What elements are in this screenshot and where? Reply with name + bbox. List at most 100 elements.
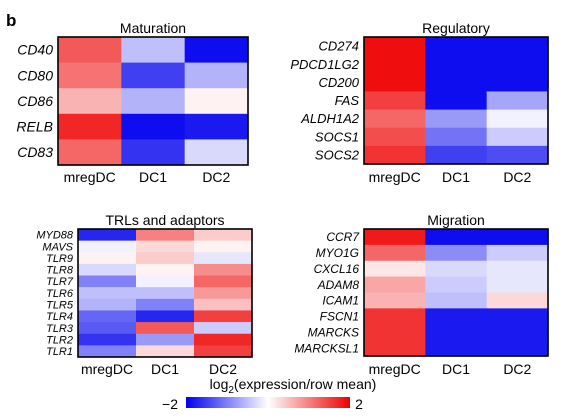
heatmap-cell-marcks-dc2 xyxy=(486,324,549,341)
colorbar: log2(expression/row mean) −2 2 xyxy=(162,376,376,412)
heatmap-frame xyxy=(363,228,549,357)
row-label-fas: FAS xyxy=(335,93,360,108)
row-label-tlr7: TLR7 xyxy=(46,276,74,288)
row-label-cd200: CD200 xyxy=(319,75,360,90)
heatmap-cell-myo1g-mregdc xyxy=(364,244,426,262)
heatmap-cell-tlr5-mregdc xyxy=(78,298,137,312)
colorbar-label-prefix: log xyxy=(210,376,229,392)
row-label-relb: RELB xyxy=(16,119,53,135)
heatmap-cell-adam8-mregdc xyxy=(364,276,426,294)
heatmap-cell-relb-dc1 xyxy=(121,113,186,140)
heatmap-cell-tlr3-mregdc xyxy=(78,322,137,335)
heatmap-cell-pdcd1lg2-mregdc xyxy=(364,55,426,74)
column-label-dc2: DC2 xyxy=(503,169,531,185)
heatmap-frame xyxy=(363,36,549,165)
column-label-dc1: DC1 xyxy=(442,169,470,185)
heatmap-cell-marcksl1-dc1 xyxy=(425,340,488,357)
heatmap-cell-tlr9-mregdc xyxy=(78,252,137,265)
heatmap-cell-aldh1a2-dc1 xyxy=(425,109,488,129)
heatmap-cell-fas-dc1 xyxy=(425,91,488,111)
column-label-dc2: DC2 xyxy=(209,361,237,377)
row-label-cd80: CD80 xyxy=(17,67,53,83)
heatmap-cell-tlr6-mregdc xyxy=(78,287,137,300)
column-label-mregdc: mregDC xyxy=(81,361,133,377)
heatmap-cell-tlr6-dc2 xyxy=(194,287,253,300)
heatmap-cell-tlr5-dc1 xyxy=(136,298,195,312)
heatmap-cell-tlr6-dc1 xyxy=(136,287,195,300)
heatmap-cell-fas-mregdc xyxy=(364,91,426,111)
heatmap-cell-pdcd1lg2-dc2 xyxy=(486,55,549,74)
heatmap-cell-fscn1-mregdc xyxy=(364,308,426,325)
heatmap-maturation: Maturation CD40 CD80 CD86 RELB CD83 mregDC DC1 D… xyxy=(16,20,249,185)
row-label-pdcd1lg2: PDCD1LG2 xyxy=(290,57,359,72)
heatmap-title: Maturation xyxy=(120,20,186,36)
row-label-fscn1: FSCN1 xyxy=(320,310,359,324)
row-label-tlr3: TLR3 xyxy=(46,323,74,335)
colorbar-gradient xyxy=(186,397,350,408)
heatmap-cell-mavs-mregdc xyxy=(78,240,137,253)
row-label-cd274: CD274 xyxy=(319,39,359,54)
heatmap-cell-cd200-dc2 xyxy=(486,73,549,93)
row-label-myd88: MYD88 xyxy=(36,230,74,242)
column-label-mregdc: mregDC xyxy=(369,361,421,377)
heatmap-cell-cd40-mregdc xyxy=(58,37,122,64)
heatmap-cell-cd80-mregdc xyxy=(58,62,122,89)
heatmap-title: Migration xyxy=(427,212,485,228)
heatmap-cell-myd88-dc1 xyxy=(136,229,195,242)
row-label-socs2: SOCS2 xyxy=(315,147,360,162)
heatmap-cell-marcks-dc1 xyxy=(425,324,488,341)
heatmap-cell-cd274-dc1 xyxy=(425,37,488,56)
heatmap-cell-tlr2-dc1 xyxy=(136,333,195,346)
heatmap-cell-cd274-mregdc xyxy=(364,37,426,56)
heatmap-cell-socs2-mregdc xyxy=(364,145,426,165)
heatmap-cell-tlr2-dc2 xyxy=(194,333,253,346)
heatmap-cell-tlr8-dc2 xyxy=(194,263,253,277)
heatmap-cell-socs2-dc2 xyxy=(486,145,549,165)
heatmap-cell-marcks-mregdc xyxy=(364,324,426,341)
colorbar-label-subscript: 2 xyxy=(228,385,234,396)
heatmap-cell-cd83-mregdc xyxy=(58,139,122,166)
row-label-mavs: MAVS xyxy=(42,241,73,253)
heatmap-cell-aldh1a2-dc2 xyxy=(486,109,549,129)
heatmap-cell-ccr7-dc2 xyxy=(486,229,549,246)
row-label-tlr5: TLR5 xyxy=(46,299,74,311)
heatmap-cell-tlr7-dc2 xyxy=(194,275,253,288)
heatmap-cell-cd40-dc1 xyxy=(121,37,186,64)
row-label-tlr1: TLR1 xyxy=(46,346,73,358)
heatmap-trls-and-adaptors: TRLs and adaptorsMYD88MAVSTLR9TLR8TLR7TL… xyxy=(36,212,253,377)
heatmap-cell-myd88-mregdc xyxy=(78,229,137,242)
heatmap-cell-tlr4-dc1 xyxy=(136,310,195,323)
heatmap-cell-icam1-dc1 xyxy=(425,292,488,309)
row-label-marcks: MARCKS xyxy=(308,325,359,339)
heatmap-cell-cd83-dc1 xyxy=(121,139,186,166)
heatmap-cell-socs2-dc1 xyxy=(425,145,488,165)
row-label-icam1: ICAM1 xyxy=(322,294,359,308)
row-label-tlr9: TLR9 xyxy=(46,253,73,265)
heatmap-cell-tlr5-dc2 xyxy=(194,298,253,312)
heatmap-cell-tlr1-dc2 xyxy=(194,345,253,358)
heatmap-cell-tlr1-mregdc xyxy=(78,345,137,358)
heatmap-cell-tlr7-dc1 xyxy=(136,275,195,288)
heatmap-cell-cd86-dc2 xyxy=(184,88,249,115)
heatmap-cell-mavs-dc1 xyxy=(136,240,195,253)
heatmap-cell-myo1g-dc2 xyxy=(486,244,549,262)
heatmap-cell-tlr1-dc1 xyxy=(136,345,195,358)
heatmap-cell-cd40-dc2 xyxy=(184,37,249,64)
heatmap-cell-tlr3-dc2 xyxy=(194,322,253,335)
panel-label: b xyxy=(6,11,16,30)
row-label-cd40: CD40 xyxy=(17,42,53,58)
column-label-dc2: DC2 xyxy=(202,169,230,185)
heatmap-migration: MigrationCCR7MYO1GCXCL16ADAM8ICAM1FSCN1M… xyxy=(294,212,549,377)
heatmap-frame xyxy=(57,36,249,166)
heatmap-cell-aldh1a2-mregdc xyxy=(364,109,426,129)
colorbar-label: log2(expression/row mean) xyxy=(210,376,377,396)
heatmap-cell-tlr7-mregdc xyxy=(78,275,137,288)
heatmap-cell-ccr7-mregdc xyxy=(364,229,426,246)
heatmap-cell-fscn1-dc2 xyxy=(486,308,549,325)
heatmap-cell-tlr3-dc1 xyxy=(136,322,195,335)
heatmap-cell-tlr4-dc2 xyxy=(194,310,253,323)
heatmap-cell-fscn1-dc1 xyxy=(425,308,488,325)
heatmap-cell-tlr8-dc1 xyxy=(136,263,195,277)
heatmap-cell-myd88-dc2 xyxy=(194,229,253,242)
